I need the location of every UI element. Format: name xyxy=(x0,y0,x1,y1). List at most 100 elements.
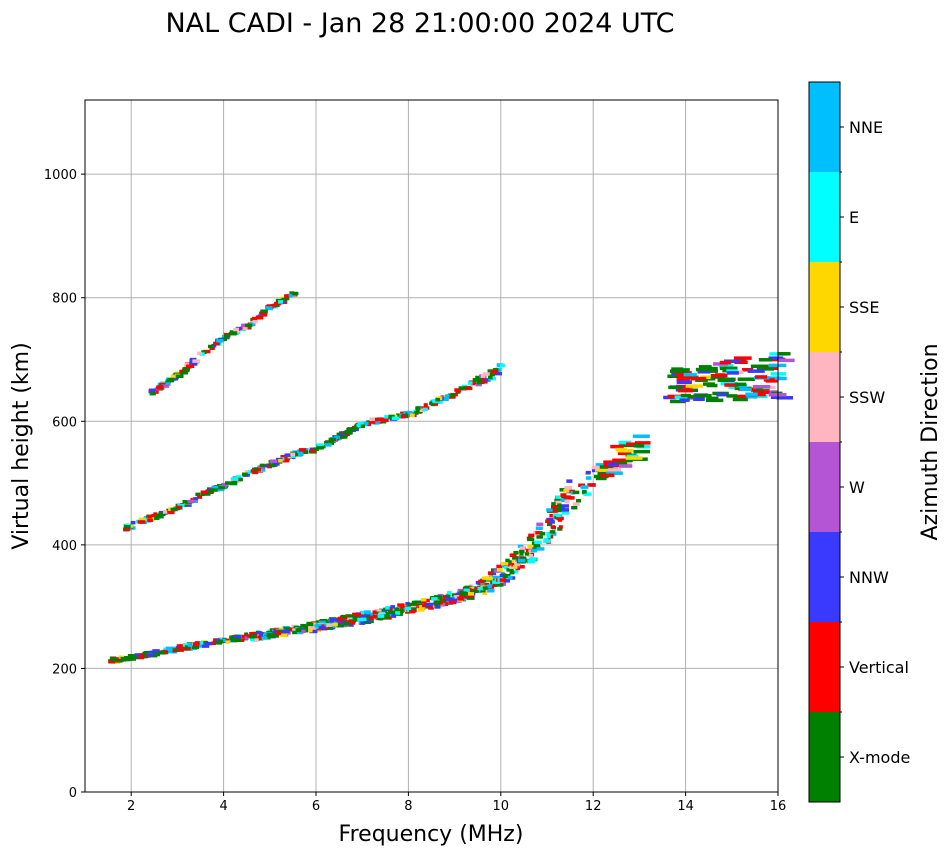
y-tick-label: 1000 xyxy=(44,168,77,183)
data-mark xyxy=(678,388,693,393)
data-mark xyxy=(539,531,546,536)
data-mark xyxy=(211,343,217,348)
data-mark xyxy=(499,578,507,582)
data-mark xyxy=(134,655,140,660)
data-mark xyxy=(205,490,213,494)
data-mark xyxy=(252,631,259,636)
data-mark xyxy=(462,592,469,596)
data-mark xyxy=(530,548,537,553)
data-mark xyxy=(467,381,473,385)
data-mark xyxy=(213,341,220,346)
data-mark xyxy=(182,499,187,504)
data-mark xyxy=(298,629,306,634)
data-mark xyxy=(706,396,719,401)
data-mark xyxy=(388,414,395,419)
data-mark xyxy=(271,634,279,638)
data-marks xyxy=(108,291,795,664)
data-mark xyxy=(556,516,564,521)
data-mark xyxy=(407,410,413,415)
data-mark xyxy=(269,463,276,468)
data-mark xyxy=(211,488,218,492)
data-mark xyxy=(447,395,456,399)
data-mark xyxy=(347,431,352,435)
data-mark xyxy=(399,608,405,613)
data-mark xyxy=(123,527,131,532)
data-mark xyxy=(506,568,514,572)
data-mark xyxy=(487,588,495,593)
data-mark xyxy=(292,628,297,632)
data-mark xyxy=(600,473,615,478)
x-tick-label: 6 xyxy=(312,799,320,814)
data-mark xyxy=(152,649,160,653)
data-mark xyxy=(131,657,137,661)
data-mark xyxy=(425,602,433,607)
data-mark xyxy=(564,500,570,504)
data-mark xyxy=(312,622,317,626)
data-mark xyxy=(683,372,697,377)
data-mark xyxy=(492,580,500,584)
data-mark xyxy=(249,631,256,636)
data-mark xyxy=(204,641,213,646)
data-mark xyxy=(167,510,175,515)
data-mark xyxy=(528,535,533,539)
data-mark xyxy=(127,654,136,659)
data-mark xyxy=(329,624,336,629)
data-mark xyxy=(527,559,536,564)
data-mark xyxy=(546,508,553,512)
data-mark xyxy=(734,382,747,387)
data-mark xyxy=(187,643,193,647)
data-mark xyxy=(734,360,748,365)
data-mark xyxy=(745,395,758,399)
data-mark xyxy=(563,489,570,493)
data-mark xyxy=(557,503,562,507)
data-mark xyxy=(496,568,503,572)
data-mark xyxy=(249,635,257,639)
data-mark xyxy=(481,576,489,580)
data-mark xyxy=(619,458,633,463)
data-mark xyxy=(150,391,156,396)
data-mark xyxy=(414,600,422,605)
data-mark xyxy=(272,462,280,466)
data-mark xyxy=(326,623,333,627)
data-mark xyxy=(488,375,493,380)
data-mark xyxy=(694,394,712,398)
data-mark xyxy=(344,617,353,621)
data-mark xyxy=(275,631,282,635)
data-mark xyxy=(755,375,768,379)
data-mark xyxy=(403,410,409,415)
data-mark xyxy=(259,463,265,468)
data-mark xyxy=(595,463,609,467)
data-mark xyxy=(415,409,423,414)
data-mark xyxy=(519,565,525,569)
colorbar-segment-ssw xyxy=(809,352,840,442)
data-mark xyxy=(554,498,563,503)
data-mark xyxy=(527,537,535,542)
data-mark xyxy=(419,408,425,413)
data-mark xyxy=(200,490,209,495)
data-mark xyxy=(379,608,385,613)
data-mark xyxy=(295,628,302,633)
data-mark xyxy=(172,648,177,653)
data-mark xyxy=(229,636,234,641)
data-mark xyxy=(527,544,536,549)
data-mark xyxy=(225,638,230,643)
data-mark xyxy=(470,381,476,386)
data-mark xyxy=(535,531,543,535)
x-tick-label: 4 xyxy=(219,799,227,814)
data-mark xyxy=(503,579,511,583)
colorbar-label: W xyxy=(849,478,865,497)
data-mark xyxy=(674,371,692,375)
data-mark xyxy=(770,395,784,400)
data-mark xyxy=(499,363,505,368)
data-mark xyxy=(433,402,439,406)
data-mark xyxy=(560,493,567,497)
data-mark xyxy=(411,600,417,605)
data-mark xyxy=(250,637,255,642)
colorbar-label: E xyxy=(849,208,859,227)
data-mark xyxy=(459,590,464,594)
data-mark xyxy=(342,432,350,437)
data-mark xyxy=(486,577,493,581)
data-mark xyxy=(369,420,376,424)
data-mark xyxy=(610,444,624,449)
data-mark xyxy=(509,565,514,570)
